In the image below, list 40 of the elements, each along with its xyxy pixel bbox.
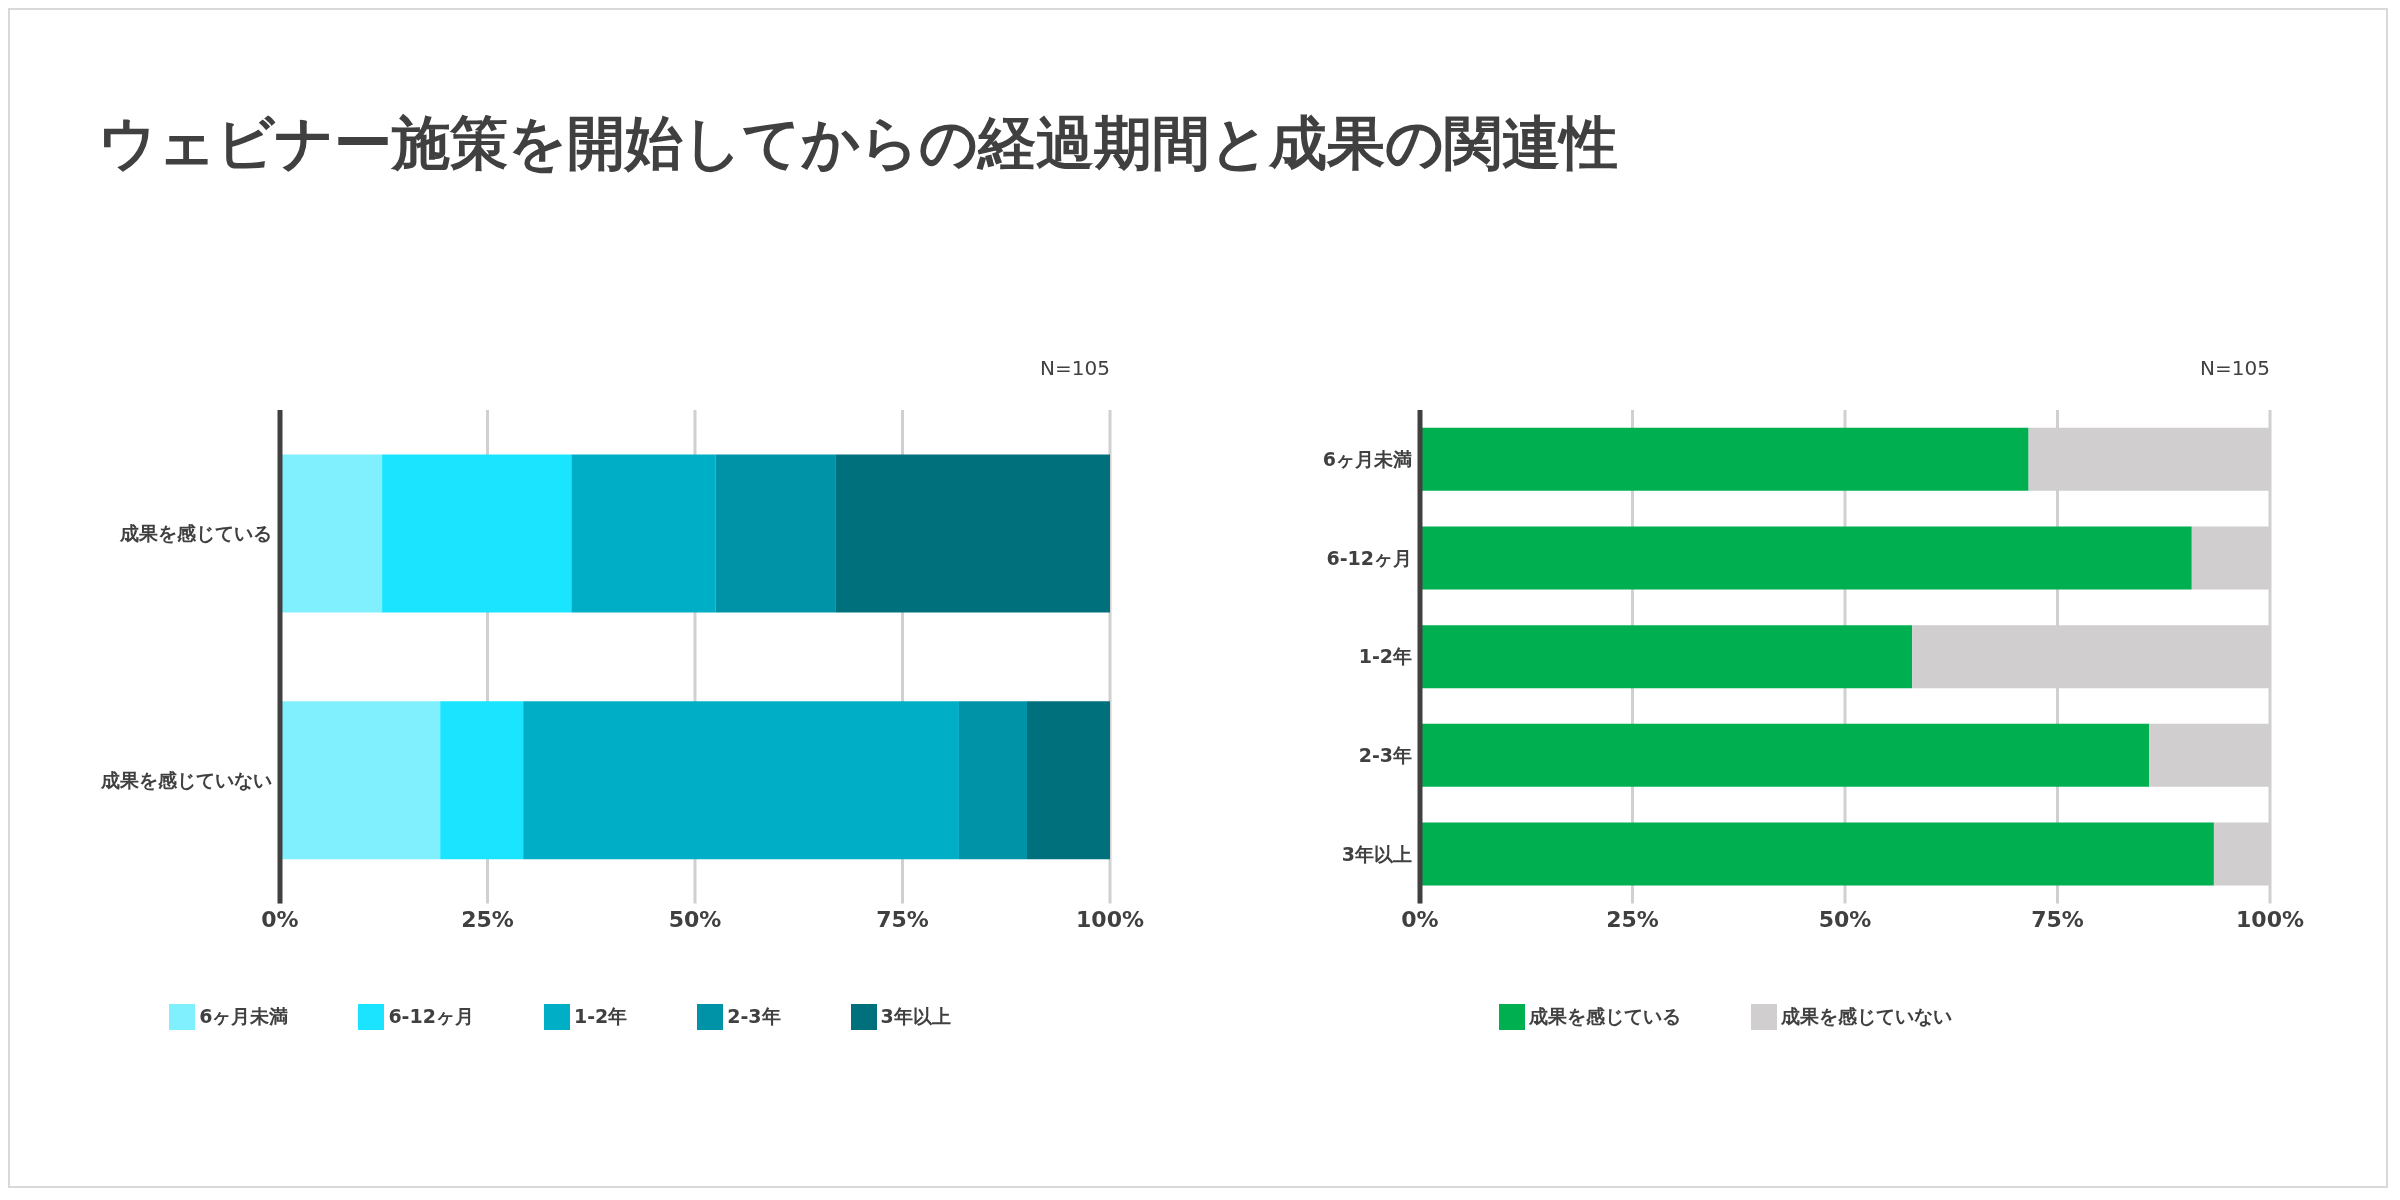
text: N=105 [2200, 356, 2270, 380]
legend-label: 6-12ヶ月 [388, 1004, 474, 1027]
bar [523, 701, 959, 860]
x-tick-label: 0% [261, 907, 299, 933]
legend-label: 3年以上 [880, 1004, 951, 1027]
bar [440, 701, 524, 860]
y-tick-label: 6-12ヶ月 [1326, 546, 1412, 569]
legend-label: 成果を感じている [1528, 1004, 1681, 1027]
bar [280, 454, 383, 613]
bar [958, 701, 1027, 860]
legend-label: 2-3年 [727, 1004, 781, 1027]
legend-label: 6ヶ月未満 [199, 1004, 289, 1027]
x-tick-label: 100% [1076, 907, 1144, 933]
bar [1420, 822, 2214, 886]
bar [1420, 526, 2192, 590]
x-tick-label: 25% [461, 907, 514, 933]
y-tick-label: 6ヶ月未満 [1322, 448, 1412, 471]
x-tick-label: 0% [1401, 907, 1439, 933]
chart-title: ウェビナー施策を開始してからの経過期間と成果の関連性 [98, 108, 1618, 179]
legend-label: 成果を感じていない [1780, 1004, 1952, 1027]
text: N=105 [1040, 356, 1110, 380]
bar [1420, 427, 2029, 491]
bar [715, 454, 836, 613]
x-tick-label: 50% [1818, 907, 1872, 933]
y-tick-label: 1-2年 [1358, 645, 1412, 668]
legend-label: 1-2年 [573, 1004, 628, 1027]
bar [1420, 723, 2150, 787]
bar [280, 701, 441, 860]
bar [382, 454, 572, 613]
bar [835, 454, 1110, 613]
bar [1420, 625, 1913, 689]
x-tick-label: 75% [2031, 907, 2084, 933]
y-tick-label: 3年以上 [1341, 842, 1412, 865]
x-tick-label: 50% [668, 907, 722, 933]
bar [1027, 701, 1110, 860]
y-tick-label: 2-3年 [1358, 744, 1412, 767]
x-tick-label: 75% [876, 907, 929, 933]
x-tick-label: 100% [2236, 907, 2304, 933]
bar [571, 454, 716, 613]
x-tick-label: 25% [1606, 907, 1659, 933]
